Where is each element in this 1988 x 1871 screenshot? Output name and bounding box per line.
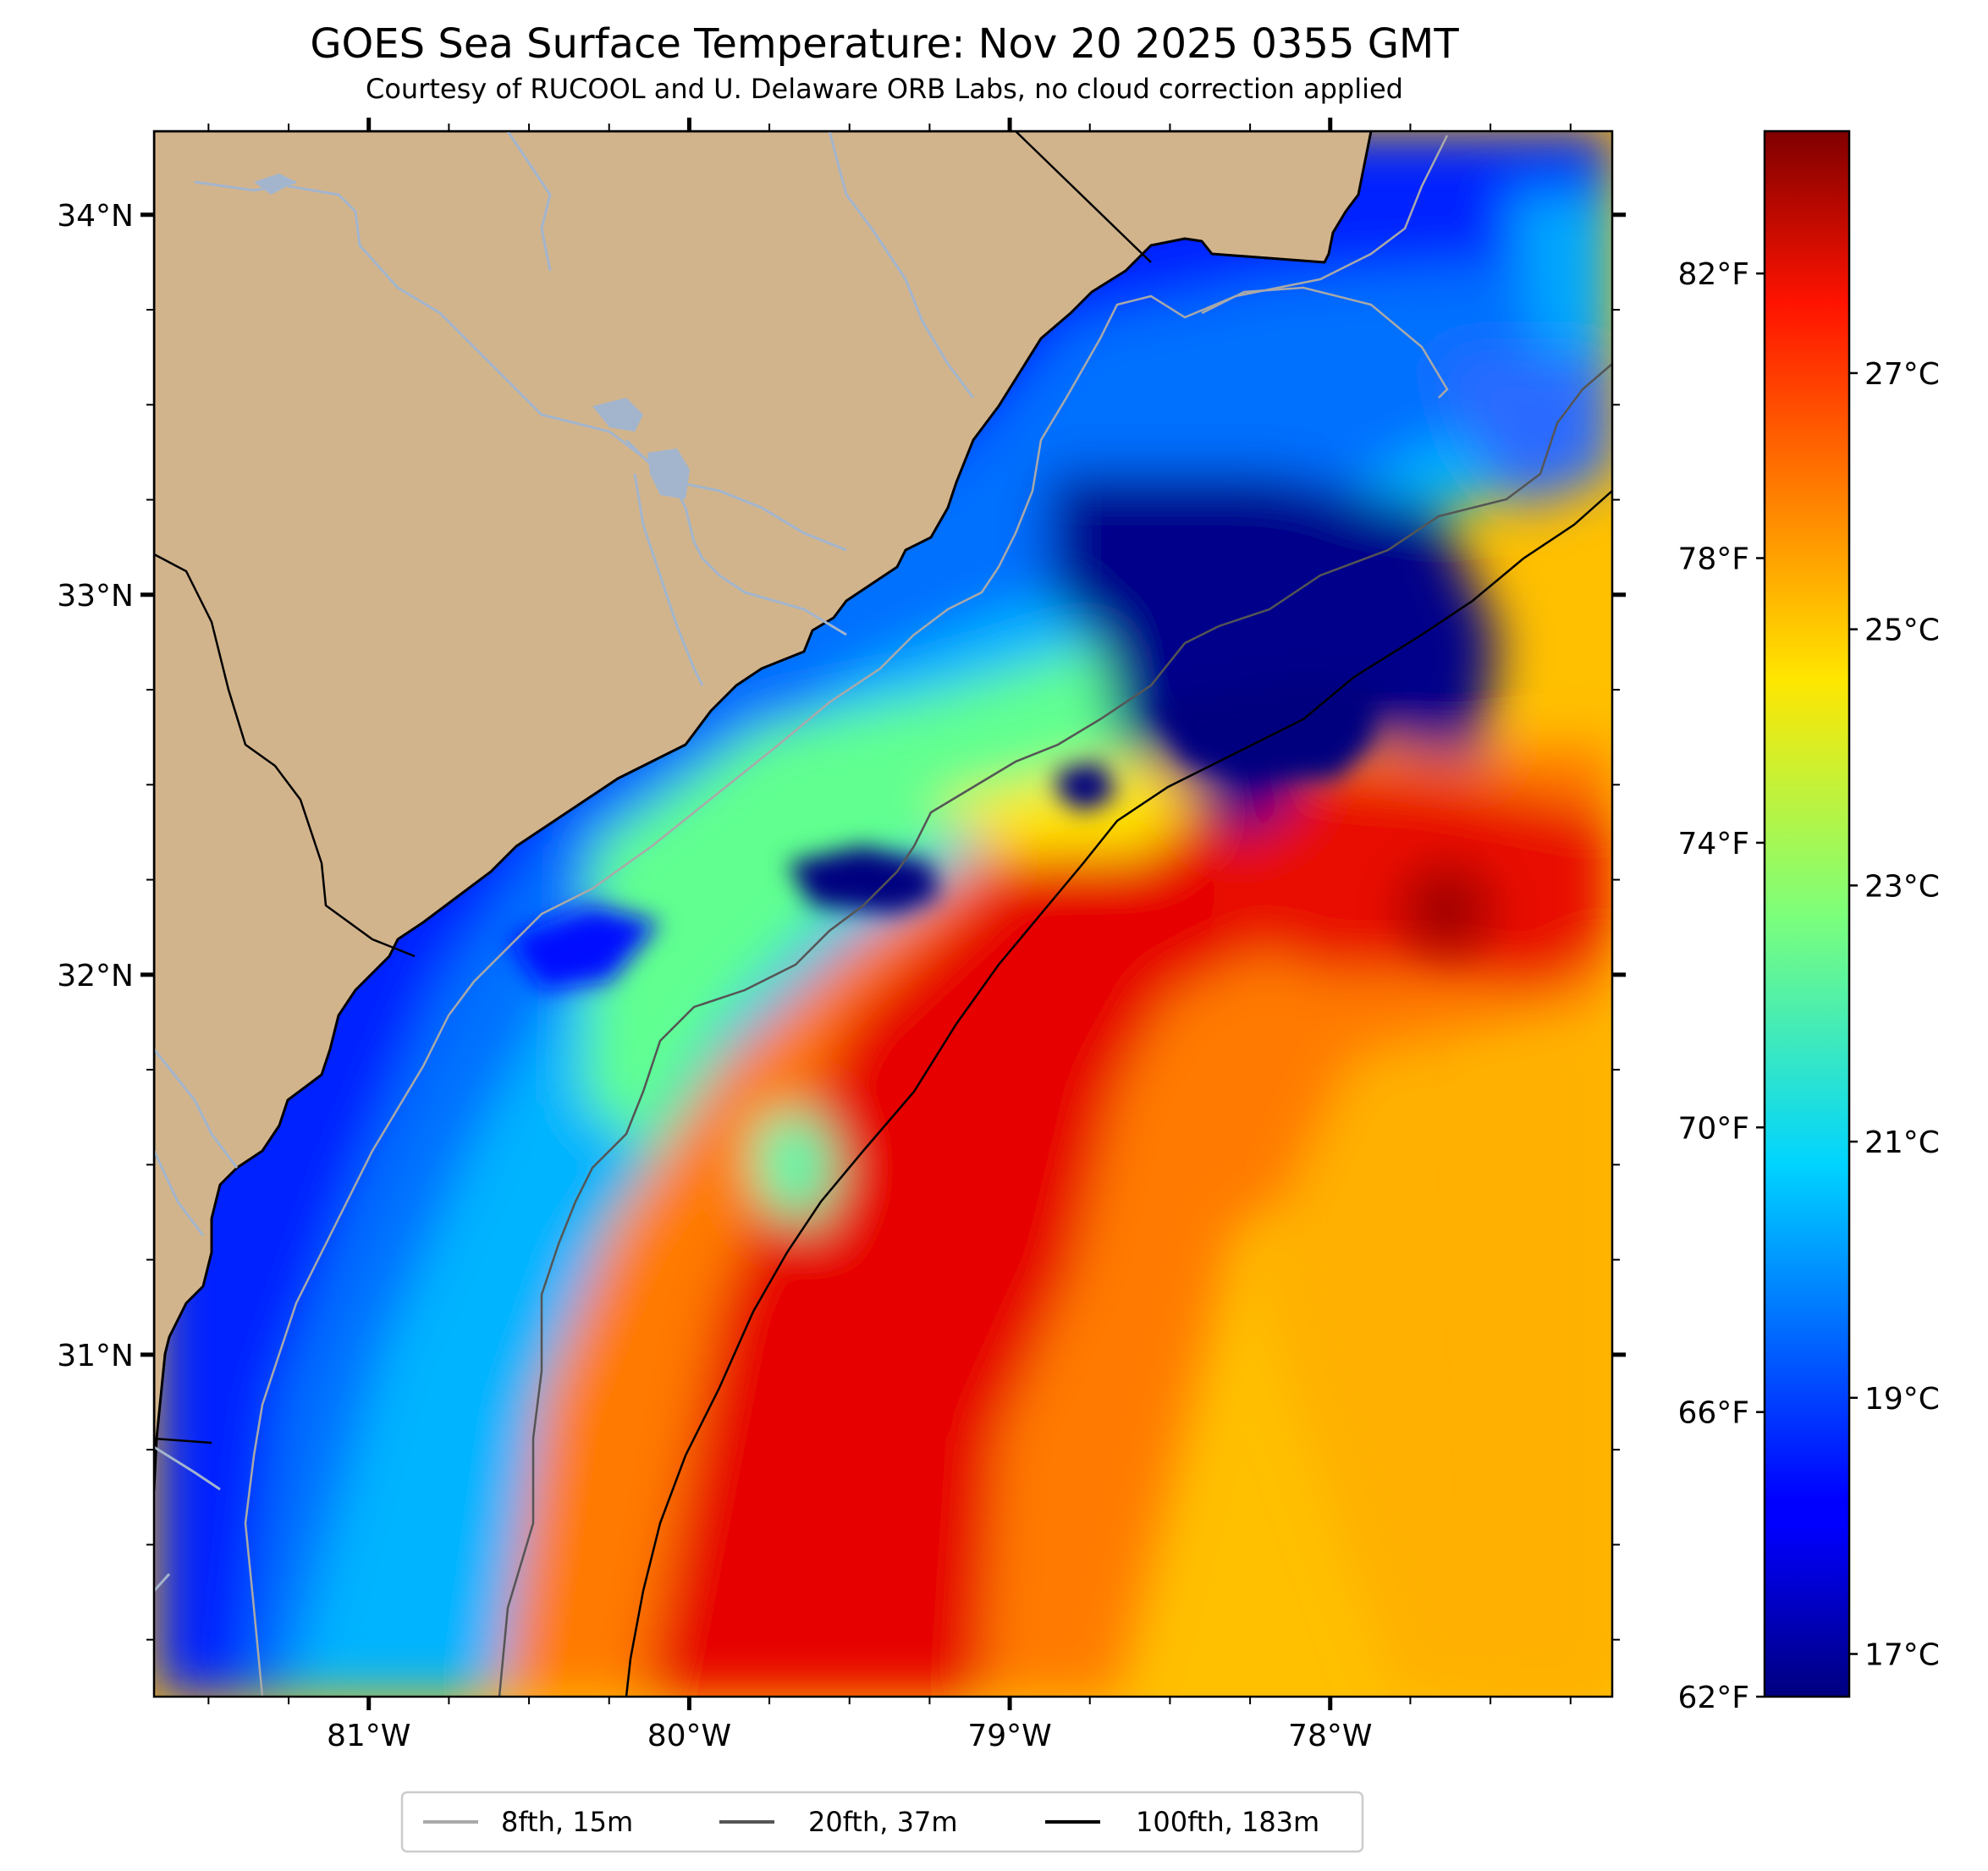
celsius-tick-label: 19°C: [1864, 1382, 1940, 1417]
lon-tick-label: 78°W: [1288, 1719, 1372, 1753]
fahrenheit-tick-label: 82°F: [1677, 257, 1749, 292]
map-frame: [152, 129, 1614, 1698]
isobath-8fth: [244, 135, 1449, 1697]
legend-label-20fth: 20fth, 37m: [808, 1806, 957, 1838]
colorbar: 62°F 66°F 70°F 74°F 78°F 82°F 17°C 19°C 21°C 23°C…: [1677, 129, 1940, 1715]
lat-tick-label: 34°N: [57, 199, 134, 234]
fahrenheit-tick-label: 66°F: [1677, 1396, 1749, 1431]
fahrenheit-tick-label: 74°F: [1677, 827, 1749, 861]
celsius-tick-label: 17°C: [1864, 1638, 1940, 1673]
lon-tick-label: 79°W: [967, 1719, 1051, 1753]
colorbar-ticks: 62°F 66°F 70°F 74°F 78°F 82°F 17°C 19°C 21°C 23°C…: [1677, 257, 1939, 1715]
fahrenheit-tick-label: 78°F: [1677, 542, 1749, 577]
isobath-100fth: [625, 490, 1612, 1697]
figure-subtitle: Courtesy of RUCOOL and U. Delaware ORB L…: [366, 73, 1403, 105]
celsius-tick-label: 21°C: [1864, 1125, 1940, 1160]
isobath-20fth: [498, 363, 1612, 1697]
rivers: [154, 131, 975, 1593]
legend-label-100fth: 100fth, 183m: [1136, 1806, 1319, 1838]
lat-tick-label: 31°N: [57, 1339, 134, 1373]
isobath-legend: 8fth, 15m 20fth, 37m 100fth, 183m: [400, 1791, 1364, 1853]
legend-label-8fth: 8fth, 15m: [501, 1806, 633, 1838]
figure-title: GOES Sea Surface Temperature: Nov 20 202…: [310, 20, 1459, 68]
celsius-tick-label: 27°C: [1864, 357, 1940, 392]
celsius-tick-label: 23°C: [1864, 869, 1940, 904]
map-panel: [154, 131, 1612, 1697]
lon-tick-label: 81°W: [327, 1719, 410, 1753]
lat-tick-label: 32°N: [57, 959, 134, 993]
lon-tick-label: 80°W: [647, 1719, 731, 1753]
fahrenheit-tick-label: 62°F: [1677, 1681, 1749, 1715]
colorbar-gradient: [1763, 129, 1851, 1698]
state-borders: [154, 131, 1152, 1445]
lat-tick-label: 33°N: [57, 579, 134, 614]
fahrenheit-tick-label: 70°F: [1677, 1111, 1749, 1146]
legend-box: [400, 1791, 1364, 1853]
celsius-tick-label: 25°C: [1864, 614, 1940, 648]
map-axes: 81°W 80°W 79°W 78°W 34°N 33°N 32°N 31°N: [57, 118, 1626, 1753]
reservoirs: [254, 173, 690, 499]
